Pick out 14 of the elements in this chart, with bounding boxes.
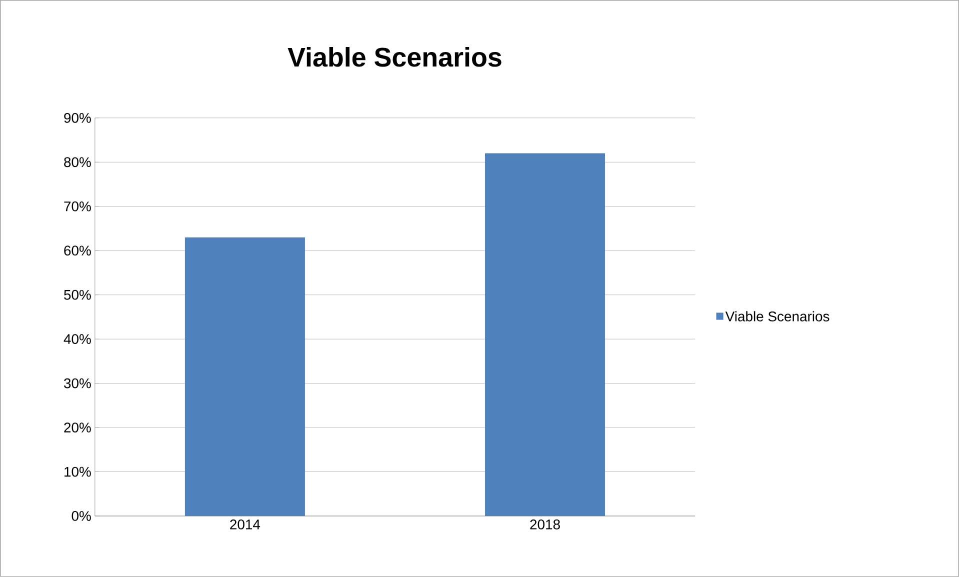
x-tick-label: 2018 [530,520,560,530]
y-tick-label: 30% [64,378,91,388]
y-tick-label: 80% [64,157,91,168]
chart-title: Viable Scenarios [288,47,502,67]
y-tick-label: 10% [64,466,91,477]
y-tick-label: 0% [72,511,91,521]
y-tick-label: 60% [64,246,91,256]
y-tick-label: 20% [64,422,91,433]
y-tick-label: 90% [64,113,91,123]
x-tick-label: 2014 [230,520,260,530]
y-tick-label: 50% [64,290,91,300]
y-tick-label: 70% [64,201,91,212]
legend-label: Viable Scenarios [725,311,830,322]
y-tick-label: 40% [64,334,91,344]
